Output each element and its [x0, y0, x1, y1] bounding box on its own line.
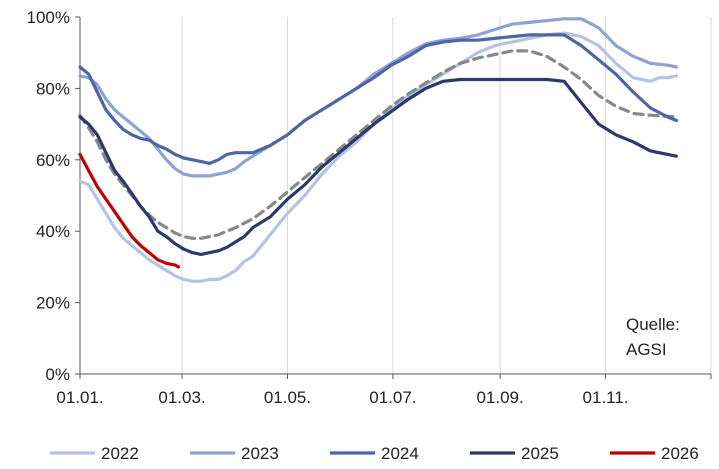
grid-lines [181, 17, 712, 374]
source-note-line-1: Quelle: [626, 315, 680, 334]
legend-label-2025: 2025 [521, 444, 559, 463]
series-line-2025 [78, 77, 678, 256]
legend-label-2024: 2024 [381, 444, 419, 463]
series-line-2024 [78, 33, 678, 165]
series-lines [78, 17, 678, 283]
y-tick-label: 80% [36, 79, 70, 98]
x-tick-label: 01.07. [369, 388, 416, 407]
source-note-line-2: AGSI [626, 340, 667, 359]
series-line-2026 [78, 152, 181, 269]
y-tick-label: 100% [27, 8, 70, 27]
y-tick-label: 20% [36, 294, 70, 313]
x-tick-label: 01.09. [476, 388, 523, 407]
legend-label-2023: 2023 [241, 444, 279, 463]
x-tick-label: 01.05. [264, 388, 311, 407]
y-tick-label: 40% [36, 222, 70, 241]
legend: 2022 2023 2024 2025 2026 [50, 444, 699, 463]
series-line-2022 [78, 31, 678, 283]
source-note: Quelle: AGSI [626, 315, 680, 359]
legend-label-2026: 2026 [661, 444, 699, 463]
x-tick-label: 01.01. [56, 388, 103, 407]
x-tick-label: 01.03. [158, 388, 205, 407]
x-axis-tick-labels: 01.01. 01.03. 01.05. 01.07. 01.09. 01.11. [56, 388, 628, 407]
y-axis-tick-labels: 0% 20% 40% 60% 80% 100% [27, 8, 70, 384]
legend-label-2022: 2022 [101, 444, 139, 463]
y-tick-label: 0% [45, 365, 70, 384]
y-tick-label: 60% [36, 151, 70, 170]
x-tick-label: 01.11. [583, 388, 629, 407]
series-line-average [78, 49, 678, 240]
